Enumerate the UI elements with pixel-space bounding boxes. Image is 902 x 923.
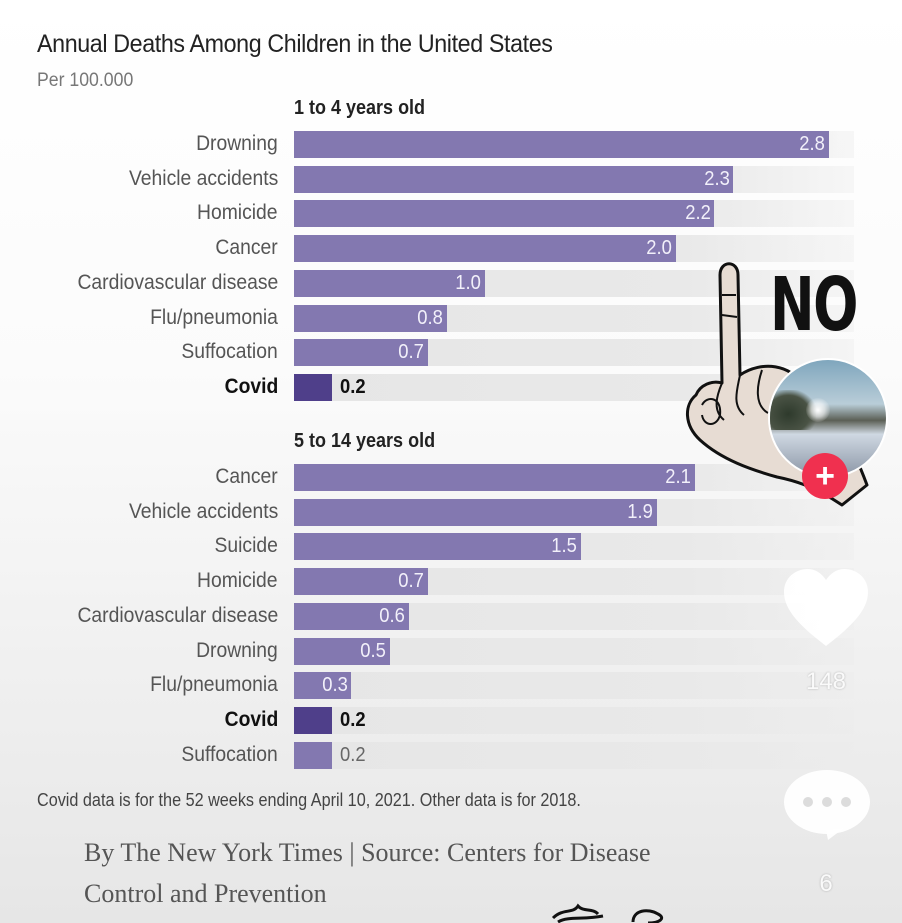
bar-row: Homicide 2.2 bbox=[0, 200, 902, 228]
value-label: 1.9 bbox=[627, 500, 654, 523]
value-label: 0.7 bbox=[398, 570, 424, 593]
bar bbox=[294, 131, 829, 158]
comment-bubble-icon[interactable] bbox=[782, 768, 872, 846]
category-label: Homicide bbox=[197, 201, 278, 225]
bar bbox=[294, 304, 447, 332]
bar-row: Drowning 0.5 bbox=[0, 637, 902, 665]
bar bbox=[294, 533, 581, 561]
group-title-1-4: 1 to 4 years old bbox=[294, 97, 426, 119]
bar-track bbox=[294, 672, 854, 700]
category-label: Cancer bbox=[215, 236, 278, 260]
category-label: Flu/pneumonia bbox=[150, 305, 278, 329]
comment-count: 6 bbox=[819, 870, 833, 897]
bar bbox=[294, 637, 390, 665]
bar-row: Homicide 0.7 bbox=[0, 568, 902, 596]
category-label: Suffocation bbox=[181, 742, 278, 766]
value-label: 0.3 bbox=[321, 674, 348, 697]
bar bbox=[294, 339, 428, 367]
bar bbox=[294, 464, 696, 491]
bar bbox=[294, 568, 428, 596]
bar-row: Suffocation 0.7 bbox=[0, 339, 902, 367]
chart-credit-line-2: Control and Prevention bbox=[84, 879, 327, 908]
sticker-no-text: NO bbox=[770, 262, 858, 348]
bar-row: Suicide 1.5 bbox=[0, 533, 902, 561]
category-label: Suicide bbox=[214, 534, 278, 558]
category-label: Vehicle accidents bbox=[128, 166, 278, 190]
profile-avatar[interactable] bbox=[768, 358, 888, 478]
value-label: 2.3 bbox=[703, 167, 730, 190]
like-count: 148 bbox=[805, 668, 847, 695]
category-label: Vehicle accidents bbox=[128, 499, 278, 523]
bar bbox=[294, 741, 333, 769]
bar-row: Vehicle accidents 2.3 bbox=[0, 165, 902, 193]
sketch-doodle-icon bbox=[551, 903, 664, 923]
value-label: 2.2 bbox=[684, 202, 711, 225]
bar bbox=[294, 165, 734, 193]
bar-row: Suffocation 0.2 bbox=[0, 741, 902, 769]
bar bbox=[294, 200, 715, 228]
bar-row: Cardiovascular disease 0.6 bbox=[0, 602, 902, 630]
value-label: 1.0 bbox=[455, 271, 482, 294]
chart-subtitle: Per 100.000 bbox=[37, 70, 134, 91]
category-label: Covid bbox=[224, 374, 278, 398]
category-label: Covid bbox=[224, 707, 278, 731]
category-label: Cardiovascular disease bbox=[77, 270, 278, 294]
avatar-sun bbox=[806, 398, 830, 422]
category-label: Homicide bbox=[197, 569, 278, 593]
bar bbox=[294, 498, 658, 526]
bar-row: Covid 0.2 bbox=[0, 706, 902, 734]
bar bbox=[294, 373, 333, 401]
bar bbox=[294, 602, 409, 630]
bar-track bbox=[294, 741, 854, 769]
category-label: Drowning bbox=[196, 132, 278, 155]
value-label: 2.8 bbox=[799, 133, 825, 155]
chart-credit-line-1: By The New York Times | Source: Centers … bbox=[84, 838, 651, 867]
value-label: 0.7 bbox=[398, 341, 424, 364]
bar bbox=[294, 269, 486, 297]
category-label: Cardiovascular disease bbox=[77, 603, 278, 627]
value-label: 0.8 bbox=[417, 306, 443, 329]
bar bbox=[294, 706, 333, 734]
bar-row: Vehicle accidents 1.9 bbox=[0, 498, 902, 526]
follow-button[interactable]: + bbox=[802, 453, 848, 499]
category-label: Drowning bbox=[196, 638, 278, 662]
value-label: 0.5 bbox=[359, 639, 386, 662]
bar-row: Flu/pneumonia 0.8 bbox=[0, 304, 902, 332]
value-label: 0.2 bbox=[340, 375, 366, 398]
bar-row: Cancer 2.0 bbox=[0, 235, 902, 263]
bar-row: Drowning 2.8 bbox=[0, 131, 902, 158]
bar bbox=[294, 672, 352, 700]
bar-row: Cardiovascular disease 1.0 bbox=[0, 269, 902, 297]
heart-icon[interactable] bbox=[780, 566, 872, 650]
bar bbox=[294, 235, 677, 263]
chart-title: Annual Deaths Among Children in the Unit… bbox=[37, 30, 553, 58]
value-label: 1.5 bbox=[551, 535, 577, 558]
bar-row: Flu/pneumonia 0.3 bbox=[0, 672, 902, 700]
category-label: Flu/pneumonia bbox=[150, 673, 278, 697]
category-label: Cancer bbox=[215, 465, 278, 488]
bar-track bbox=[294, 706, 854, 734]
chart-note: Covid data is for the 52 weeks ending Ap… bbox=[37, 790, 581, 810]
category-label: Suffocation bbox=[181, 340, 278, 364]
value-label: 0.2 bbox=[340, 743, 366, 766]
group-title-5-14: 5 to 14 years old bbox=[294, 430, 436, 452]
value-label: 2.1 bbox=[665, 466, 692, 488]
value-label: 0.6 bbox=[379, 604, 405, 627]
value-label: 0.2 bbox=[340, 708, 366, 731]
value-label: 2.0 bbox=[646, 237, 673, 260]
